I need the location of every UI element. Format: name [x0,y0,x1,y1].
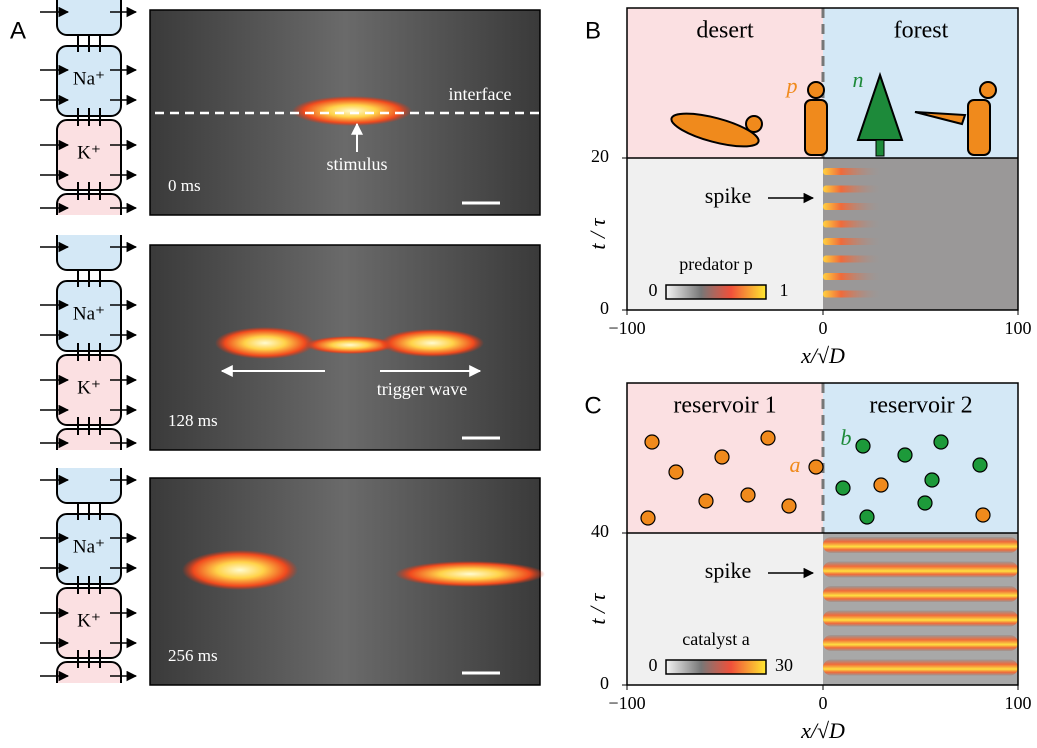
label: 0 [819,693,828,713]
label: 0 [649,280,658,300]
label: 256 ms [168,646,218,665]
cell [57,662,121,722]
label: −100 [608,318,645,338]
label: 128 ms [168,411,218,430]
particle-a [715,450,729,464]
head [746,116,762,132]
particle-b [918,496,932,510]
particle-b [860,510,874,524]
label: 0 [819,318,828,338]
label: 100 [1005,693,1032,713]
label: 1 [780,280,789,300]
wave [395,561,545,587]
label: t / τ [585,217,610,249]
label: Na⁺ [73,68,105,89]
label: catalyst a [682,629,749,649]
label: p [785,73,798,98]
label: trigger wave [377,379,467,399]
ion-group [40,438,136,722]
label: b [841,425,852,450]
person [968,100,990,155]
colorbar [666,285,766,299]
panel-label: A [10,17,26,44]
label: Na⁺ [73,536,105,557]
streak [823,203,883,210]
person [805,100,827,155]
wave [215,327,315,359]
particle-b [836,481,850,495]
label: K⁺ [77,377,101,398]
streak [823,238,883,245]
particle-a [699,494,713,508]
band [823,562,1018,578]
streak [823,168,883,175]
label: forest [894,18,949,44]
particle-a [669,465,683,479]
particle-a [741,488,755,502]
label: reservoir 1 [673,393,776,419]
particle-a [641,511,655,525]
cell [57,0,121,35]
label: 20 [591,146,609,166]
label: 0 [600,673,609,693]
band [823,537,1018,553]
ion-group [40,205,136,489]
label: 40 [591,521,609,541]
label: predator p [679,254,752,274]
particle-a [761,431,775,445]
label: 0 [649,655,658,675]
head [808,82,824,98]
label: Na⁺ [73,303,105,324]
panels: A Na⁺ K⁺ 0 ms Na⁺ K⁺ 128 ms Na⁺ K⁺ 256 ms interfac… [10,8,1032,743]
streak [823,291,883,298]
label: desert [696,18,754,44]
trunk [876,140,884,156]
wave [292,96,412,126]
band [823,660,1018,676]
label: n [853,67,864,92]
figure: A Na⁺ K⁺ 0 ms Na⁺ K⁺ 128 ms Na⁺ K⁺ 256 ms interfac… [0,0,1037,748]
streak [823,221,883,228]
particle-b [874,478,888,492]
label: spike [705,183,751,208]
label: x/√D [800,343,845,368]
particle-a [645,435,659,449]
label: 0 ms [168,176,201,195]
label: 100 [1005,318,1032,338]
head [980,82,996,98]
label: a [790,452,801,477]
label: x/√D [800,718,845,743]
wave [380,329,484,357]
panel-label: B [585,17,601,44]
label: 30 [775,655,793,675]
particle-b [898,448,912,462]
label: −100 [608,693,645,713]
colorbar [666,660,766,674]
ion-group [40,0,136,254]
particle-a [809,460,823,474]
label: stimulus [326,154,387,174]
label: interface [449,84,512,104]
panel-label: C [584,392,601,419]
particle-b [973,458,987,472]
particle-b [976,508,990,522]
label: reservoir 2 [869,393,972,419]
heat-right [823,158,1018,310]
band [823,611,1018,627]
label: K⁺ [77,142,101,163]
band [823,635,1018,651]
label: t / τ [585,592,610,624]
streak [823,256,883,263]
wave [182,550,298,590]
particle-b [934,435,948,449]
particle-b [856,439,870,453]
streak [823,273,883,280]
particle-a [782,499,796,513]
band [823,586,1018,602]
label: 0 [600,298,609,318]
particle-b [925,473,939,487]
label: spike [705,558,751,583]
streak [823,186,883,193]
label: K⁺ [77,610,101,631]
